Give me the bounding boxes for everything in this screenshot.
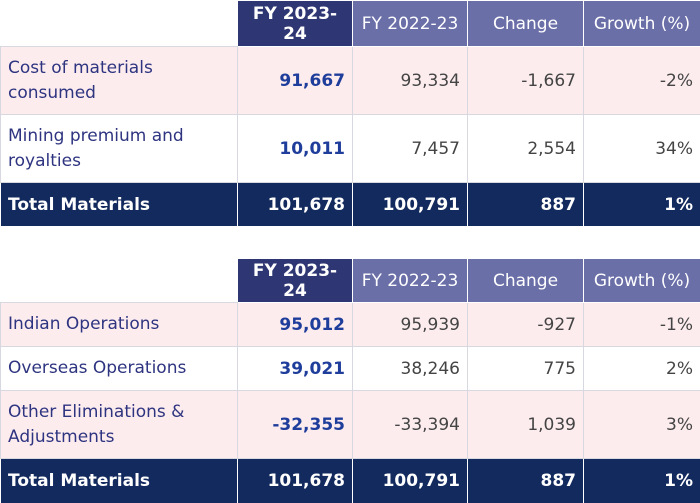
cell-value: 38,246 <box>352 346 468 391</box>
total-value: 1% <box>583 182 700 227</box>
data-row: Cost of materials consumed 91,667 93,334 -1… <box>0 46 700 115</box>
cell-value: 95,012 <box>237 302 353 347</box>
cell-value: 95,939 <box>352 302 468 347</box>
cell-value: 1,039 <box>467 390 584 459</box>
total-label: Total Materials <box>0 458 238 503</box>
row-label: Other Eliminations & Adjustments <box>0 390 238 459</box>
data-row: Indian Operations 95,012 95,939 -927 -1% <box>0 302 700 347</box>
total-value: 101,678 <box>237 458 353 503</box>
cell-value: 39,021 <box>237 346 353 391</box>
cell-value: 775 <box>467 346 584 391</box>
total-value: 887 <box>467 182 584 227</box>
header-blank <box>0 0 238 47</box>
total-row: Total Materials 101,678 100,791 887 1% <box>0 458 700 503</box>
cell-value: -2% <box>583 46 700 115</box>
header-row: FY 2023-24 FY 2022-23 Change Growth (%) <box>0 258 700 303</box>
column-header: Change <box>467 258 584 303</box>
cell-value: 34% <box>583 114 700 183</box>
cell-value: 7,457 <box>352 114 468 183</box>
total-value: 100,791 <box>352 458 468 503</box>
total-value: 887 <box>467 458 584 503</box>
data-row: Overseas Operations 39,021 38,246 775 2% <box>0 346 700 391</box>
column-header: FY 2022-23 <box>352 258 468 303</box>
total-value: 100,791 <box>352 182 468 227</box>
column-header: Growth (%) <box>583 258 700 303</box>
cell-value: -33,394 <box>352 390 468 459</box>
data-row: Other Eliminations & Adjustments -32,355-… <box>0 390 700 459</box>
cell-value: 93,334 <box>352 46 468 115</box>
cell-value: 3% <box>583 390 700 459</box>
column-header: Change <box>467 0 584 47</box>
cell-value: 10,011 <box>237 114 353 183</box>
data-row: Mining premium and royalties 10,011 7,457 2… <box>0 114 700 183</box>
total-label: Total Materials <box>0 182 238 227</box>
header-blank <box>0 258 238 303</box>
cell-value: 2,554 <box>467 114 584 183</box>
row-label: Indian Operations <box>0 302 238 347</box>
cell-value: -1% <box>583 302 700 347</box>
row-label: Mining premium and royalties <box>0 114 238 183</box>
data-table: FY 2023-24 FY 2022-23 Change Growth (%) Cost… <box>0 0 700 227</box>
total-value: 1% <box>583 458 700 503</box>
column-header: Growth (%) <box>583 0 700 47</box>
data-table: FY 2023-24 FY 2022-23 Change Growth (%) Indi… <box>0 258 700 503</box>
row-label: Cost of materials consumed <box>0 46 238 115</box>
cell-value: 2% <box>583 346 700 391</box>
column-header: FY 2023-24 <box>237 0 353 47</box>
cell-value: -1,667 <box>467 46 584 115</box>
column-header: FY 2023-24 <box>237 258 353 303</box>
row-label: Overseas Operations <box>0 346 238 391</box>
total-value: 101,678 <box>237 182 353 227</box>
cell-value: 91,667 <box>237 46 353 115</box>
total-row: Total Materials 101,678 100,791 887 1% <box>0 182 700 227</box>
cell-value: -927 <box>467 302 584 347</box>
header-row: FY 2023-24 FY 2022-23 Change Growth (%) <box>0 0 700 47</box>
column-header: FY 2022-23 <box>352 0 468 47</box>
cell-value: -32,355 <box>237 390 353 459</box>
